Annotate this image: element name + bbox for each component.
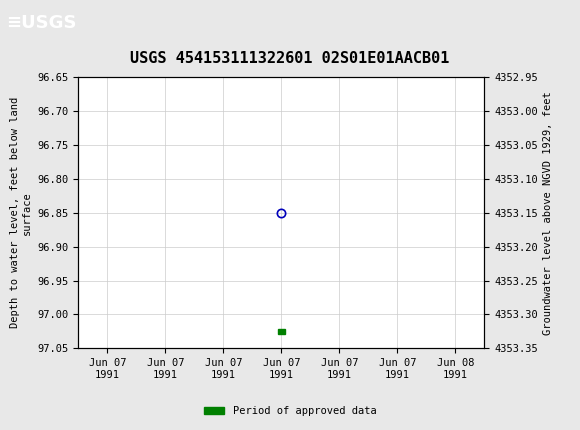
Y-axis label: Depth to water level, feet below land
surface: Depth to water level, feet below land su… [10,97,32,329]
Text: ≡USGS: ≡USGS [6,14,77,31]
Text: USGS 454153111322601 02S01E01AACB01: USGS 454153111322601 02S01E01AACB01 [130,51,450,65]
Legend: Period of approved data: Period of approved data [200,402,380,421]
Bar [278,329,285,334]
Y-axis label: Groundwater level above NGVD 1929, feet: Groundwater level above NGVD 1929, feet [543,91,553,335]
